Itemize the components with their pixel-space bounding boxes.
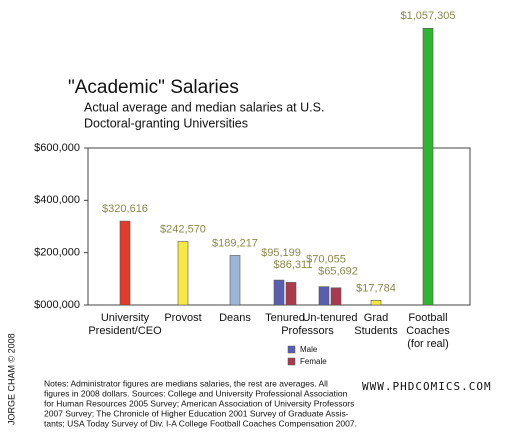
bar xyxy=(330,287,342,306)
bar xyxy=(177,241,189,306)
x-tick-label: Un-tenured xyxy=(302,312,357,324)
legend-label: Male xyxy=(300,345,318,354)
value-label: $320,616 xyxy=(102,203,148,215)
note: for Human Resources 2005 Survey; America… xyxy=(44,398,354,408)
x-tick-label: Coaches xyxy=(406,325,450,337)
bar xyxy=(273,279,285,306)
x-tick-label: Students xyxy=(354,325,398,337)
x-tick-label: Deans xyxy=(219,312,251,324)
bar xyxy=(229,255,241,306)
x-tick-label: University xyxy=(101,312,150,324)
x-tick-label: (for real) xyxy=(407,338,449,350)
value-label: $189,217 xyxy=(212,237,258,249)
x-tick-label: Provost xyxy=(164,312,201,324)
note: figures in 2008 dollars. Sources: Colleg… xyxy=(44,388,348,398)
x-tick-label: Football xyxy=(408,312,447,324)
legend-swatch xyxy=(287,345,296,354)
value-label: $17,784 xyxy=(356,282,396,294)
y-tick-label: $600,000 xyxy=(34,142,80,154)
subtitle: Actual average and median salaries at U.… xyxy=(84,100,324,114)
bar xyxy=(422,28,434,306)
bar xyxy=(318,286,330,306)
note: Notes: Administrator figures are medians… xyxy=(44,378,328,388)
legend-label: Female xyxy=(300,357,327,366)
bar xyxy=(285,282,297,306)
value-label: $86,311 xyxy=(274,259,313,271)
y-tick-label: $000,000 xyxy=(34,299,80,311)
group-label: Professors xyxy=(281,325,334,337)
value-label: $242,570 xyxy=(160,223,206,235)
value-label: $65,692 xyxy=(318,266,358,278)
credit: JORGE CHAM © 2008 xyxy=(6,333,16,425)
value-label: $70,055 xyxy=(306,254,346,266)
bar xyxy=(119,220,131,306)
y-tick-label: $400,000 xyxy=(34,194,80,206)
chart-title: "Academic" Salaries xyxy=(68,77,239,98)
x-tick-label: President/CEO xyxy=(88,325,162,337)
note: 2007 Survey; The Chronicle of Higher Edu… xyxy=(44,408,349,418)
note: tants; USA Today Survey of Div. I-A Coll… xyxy=(44,418,357,428)
website: WWW.PHDCOMICS.COM xyxy=(362,380,492,393)
bar xyxy=(370,300,382,306)
y-tick-label: $200,000 xyxy=(34,247,80,259)
legend-swatch xyxy=(287,357,296,366)
value-label: $95,199 xyxy=(261,247,301,259)
subtitle: Doctoral-granting Universities xyxy=(84,116,248,130)
value-label: $1,057,305 xyxy=(400,10,455,22)
x-tick-label: Grad xyxy=(364,312,388,324)
x-tick-label: Tenured xyxy=(265,312,305,324)
